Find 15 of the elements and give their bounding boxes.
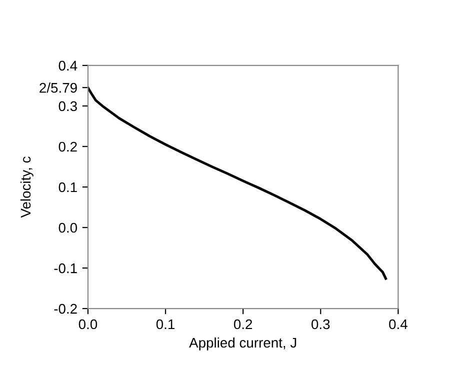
y-tick-label: -0.2 bbox=[54, 304, 77, 314]
x-tick-label: 0.2 bbox=[234, 319, 252, 330]
y-axis-title: Velocity, c bbox=[20, 156, 34, 218]
y-tick-label: 0.3 bbox=[58, 101, 77, 112]
y-tick-label: 0.2 bbox=[58, 142, 77, 152]
x-tick-label: 0.0 bbox=[78, 319, 98, 330]
x-tick-label: 0.3 bbox=[312, 319, 330, 330]
x-axis-title: Applied current, J bbox=[189, 337, 296, 350]
y-tick-label: 0.4 bbox=[58, 60, 78, 71]
x-tick-label: 0.1 bbox=[156, 319, 174, 330]
y-tick-label: 0.0 bbox=[58, 222, 78, 233]
x-tick-label: 0.4 bbox=[389, 319, 408, 330]
y-tick-label: 2/5.79 bbox=[40, 82, 77, 93]
y-tick-label: 0.1 bbox=[58, 182, 77, 192]
y-tick-label: -0.1 bbox=[54, 263, 77, 274]
